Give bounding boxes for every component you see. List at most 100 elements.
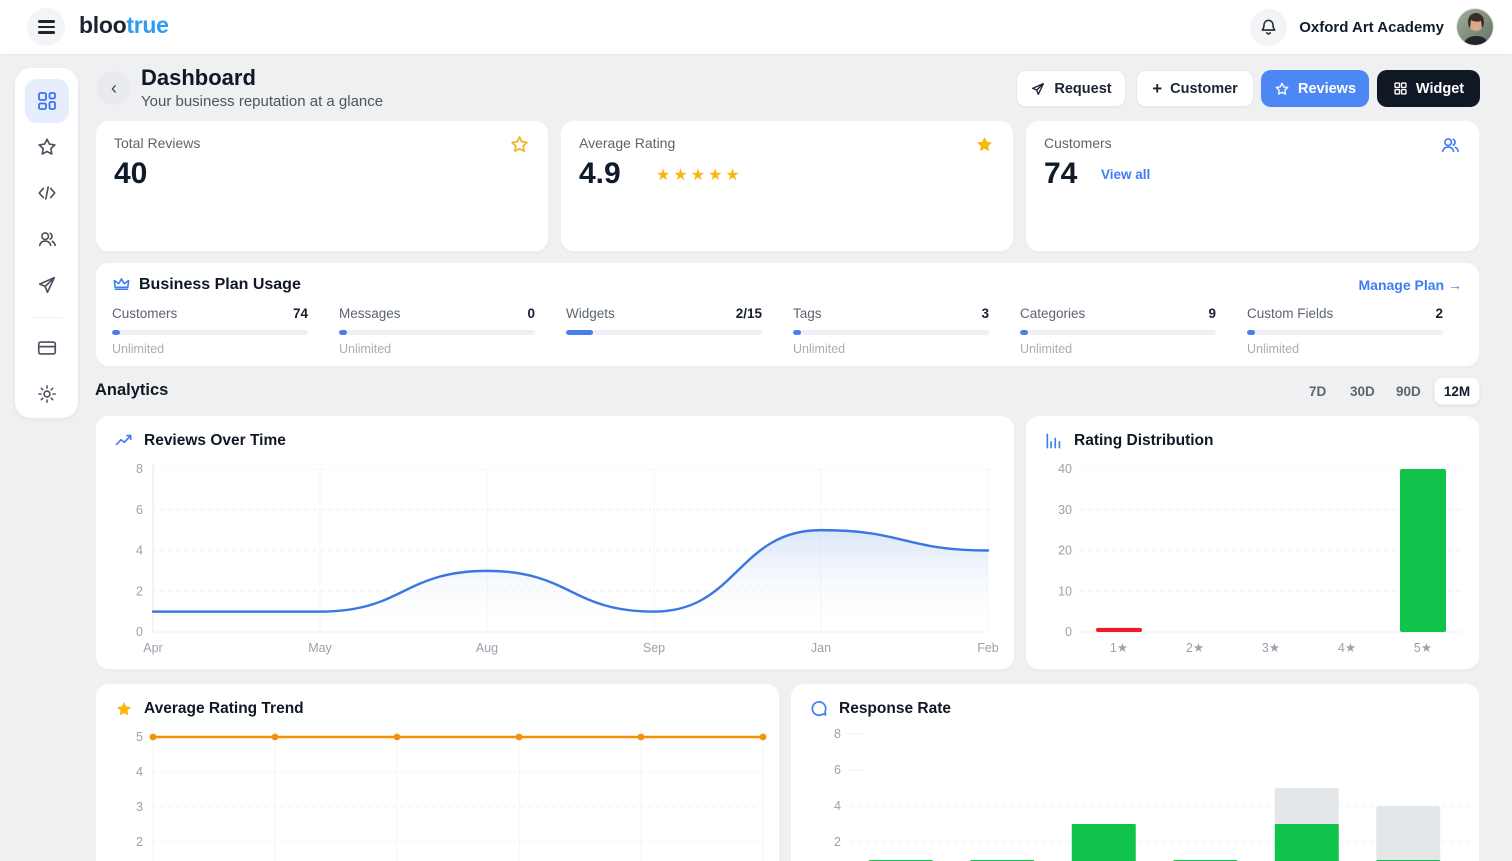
star-icon: ★ <box>656 167 674 184</box>
range-12m-active[interactable]: 12M <box>1434 377 1480 405</box>
star-filled-icon <box>977 137 992 152</box>
progress-bar <box>112 330 308 335</box>
sidebar-item-reviews[interactable] <box>25 125 69 169</box>
trending-up-icon <box>115 434 132 446</box>
sidebar-item-widget-code[interactable] <box>25 171 69 215</box>
range-90d[interactable]: 90D <box>1396 384 1421 399</box>
plan-col-custom-fields: Custom Fields 2 Unlimited <box>1247 306 1443 356</box>
range-30d[interactable]: 30D <box>1350 384 1375 399</box>
range-7d[interactable]: 7D <box>1309 384 1327 399</box>
progress-bar <box>1020 330 1216 335</box>
customer-button-label: Customer <box>1170 80 1238 97</box>
average-rating-value: 4.9 <box>579 157 621 190</box>
svg-text:40: 40 <box>1058 462 1072 476</box>
reviews-button[interactable]: Reviews <box>1261 70 1369 107</box>
svg-text:2★: 2★ <box>1186 641 1204 655</box>
average-rating-card: Average Rating 4.9 ★★★★★ <box>560 120 1014 252</box>
svg-text:20: 20 <box>1058 544 1072 558</box>
progress-bar <box>339 330 535 335</box>
widget-button[interactable]: Widget <box>1377 70 1480 107</box>
grid-icon <box>1394 82 1407 95</box>
plus-icon: + <box>1152 78 1163 98</box>
plan-title: Business Plan Usage <box>139 276 301 293</box>
average-rating-trend-card: Average Rating Trend 5 4 3 2 <box>95 683 780 861</box>
sidebar-item-dashboard[interactable] <box>24 79 69 123</box>
svg-text:3★: 3★ <box>1262 641 1280 655</box>
rating-stars: ★★★★★ <box>656 165 743 185</box>
page-title: Dashboard <box>141 65 256 90</box>
response-rate-card: Response Rate 8 6 4 2 <box>790 683 1480 861</box>
plan-col-tags: Tags 3 Unlimited <box>793 306 989 356</box>
crown-icon <box>113 278 130 291</box>
sidebar-item-customers[interactable] <box>25 217 69 261</box>
average-rating-trend-chart: 5 4 3 2 <box>136 729 767 861</box>
page-subtitle: Your business reputation at a glance <box>141 93 384 110</box>
chart-title: Reviews Over Time <box>144 432 286 449</box>
rating-distribution-chart: 0 10 20 30 40 1★ 2★ 3★ 4★ 5★ <box>1058 462 1461 655</box>
reviews-over-time-chart: 0 2 4 6 8 Apr May Aug Sep Jan Feb <box>136 462 999 655</box>
credit-card-icon <box>37 341 56 355</box>
sidebar-item-settings[interactable] <box>25 372 69 416</box>
logo-text-accent: true <box>126 12 169 38</box>
widget-button-label: Widget <box>1415 80 1465 97</box>
svg-text:4: 4 <box>834 799 841 813</box>
customers-value: 74 <box>1044 157 1078 190</box>
plan-col-widgets: Widgets 2/15 <box>566 306 762 342</box>
plan-col-categories: Categories 9 Unlimited <box>1020 306 1216 356</box>
view-all-link[interactable]: View all <box>1101 167 1151 182</box>
send-icon <box>38 276 55 294</box>
reviews-over-time-card: Reviews Over Time 0 2 4 6 8 Apr May Aug Sep Jan Fe… <box>95 415 1015 670</box>
sidebar-item-billing[interactable] <box>25 326 69 370</box>
total-reviews-label: Total Reviews <box>114 135 201 151</box>
progress-bar <box>566 330 762 335</box>
plan-col-messages: Messages 0 Unlimited <box>339 306 535 356</box>
svg-text:Apr: Apr <box>143 641 162 655</box>
svg-text:1★: 1★ <box>1110 641 1128 655</box>
back-button[interactable]: ‹ <box>97 71 131 105</box>
avatar[interactable] <box>1456 8 1494 46</box>
svg-text:4★: 4★ <box>1338 641 1356 655</box>
svg-text:2: 2 <box>136 584 143 598</box>
star-icon: ★ <box>725 167 743 184</box>
svg-text:Aug: Aug <box>476 641 498 655</box>
send-icon <box>1032 82 1045 95</box>
request-button[interactable]: Request <box>1016 70 1126 107</box>
chat-bubble-icon <box>811 701 827 717</box>
svg-text:30: 30 <box>1058 503 1072 517</box>
svg-text:3: 3 <box>136 800 143 814</box>
total-reviews-value: 40 <box>114 157 148 190</box>
star-outline-icon <box>511 136 528 153</box>
svg-text:4: 4 <box>136 765 143 779</box>
total-reviews-card: Total Reviews 40 <box>95 120 549 252</box>
star-filled-icon <box>116 701 132 716</box>
arrow-right-icon: → <box>1448 277 1462 293</box>
svg-text:0: 0 <box>1065 625 1072 639</box>
request-button-label: Request <box>1054 80 1112 97</box>
rating-distribution-card: Rating Distribution 0 10 20 30 40 1★ 2★ 3★ 4★ 5★ <box>1025 415 1480 670</box>
notifications-button[interactable] <box>1250 8 1288 46</box>
sidebar-item-requests[interactable] <box>25 263 69 307</box>
top-header: blootrue Oxford Art Academy <box>0 0 1512 54</box>
svg-text:0: 0 <box>136 625 143 639</box>
star-icon: ★ <box>708 167 726 184</box>
chart-title: Average Rating Trend <box>144 700 304 717</box>
code-icon <box>37 186 56 200</box>
chevron-left-icon: ‹ <box>111 77 117 98</box>
analytics-title: Analytics <box>95 381 169 399</box>
users-icon <box>1441 138 1459 153</box>
bell-icon <box>1261 19 1276 35</box>
svg-text:Jan: Jan <box>811 641 831 655</box>
add-customer-button[interactable]: + Customer <box>1136 70 1254 107</box>
chart-title: Response Rate <box>839 700 951 717</box>
manage-plan-link[interactable]: Manage Plan → <box>1358 277 1462 293</box>
customers-card: Customers 74 View all Digital Art15 Trad… <box>1025 120 1480 358</box>
brand-logo[interactable]: blootrue <box>79 12 169 39</box>
menu-toggle-button[interactable] <box>27 8 65 46</box>
svg-text:2: 2 <box>834 835 841 849</box>
svg-text:2: 2 <box>136 835 143 849</box>
svg-text:Feb: Feb <box>977 641 999 655</box>
svg-text:6: 6 <box>834 763 841 777</box>
svg-text:4: 4 <box>136 544 143 558</box>
svg-text:8: 8 <box>834 727 841 741</box>
